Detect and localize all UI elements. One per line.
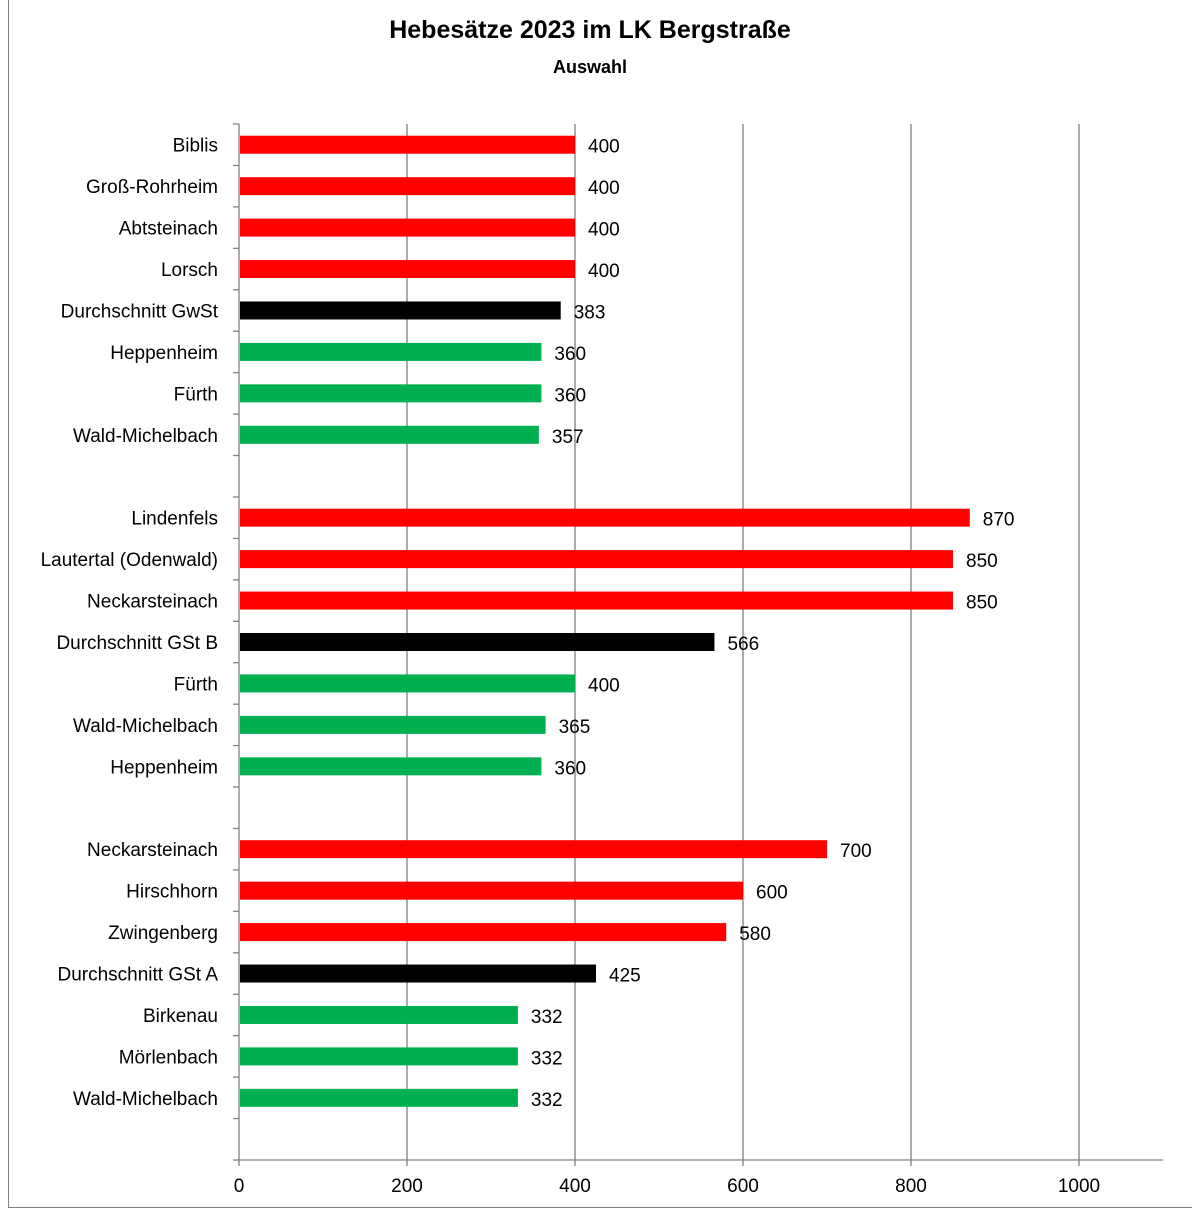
chart-title: Hebesätze 2023 im LK Bergstraße [389,16,791,44]
bar [240,508,970,527]
x-tick-label: 400 [559,1176,591,1197]
category-label: Abtsteinach [119,219,218,240]
category-label: Wald-Michelbach [73,716,218,737]
bar [240,550,953,569]
data-label: 425 [609,966,641,987]
data-label: 700 [840,841,872,862]
x-tick-label: 200 [391,1176,423,1197]
x-tick-label: 600 [727,1176,759,1197]
data-label: 360 [554,385,586,406]
bar [240,674,575,693]
data-label: 383 [574,302,606,323]
bar [240,384,542,403]
bar [240,840,827,859]
data-label: 332 [531,1048,563,1069]
data-label: 580 [739,924,771,945]
bar [240,757,542,776]
bar [240,1088,518,1107]
category-label: Birkenau [143,1006,218,1027]
bar [240,715,546,734]
x-tick-label: 800 [895,1176,927,1197]
bar [240,881,743,900]
bar [240,425,539,444]
bar [240,301,561,320]
bar [240,218,575,237]
category-label: Durchschnitt GwSt [61,301,219,322]
category-label: Groß-Rohrheim [86,177,218,198]
chart-frame [8,0,1192,1208]
category-label: Neckarsteinach [87,840,218,861]
bar [240,591,953,610]
category-label: Lautertal (Odenwald) [41,550,218,571]
bar [240,923,727,942]
category-label: Durchschnitt GSt B [56,633,218,654]
chart-subtitle: Auswahl [552,57,627,77]
data-label: 332 [531,1090,563,1111]
x-tick-label: 0 [234,1176,245,1197]
category-label: Heppenheim [110,343,218,364]
bar [240,1005,518,1024]
category-label: Heppenheim [110,757,218,778]
category-label: Biblis [173,136,218,157]
data-label: 360 [554,758,586,779]
category-label: Neckarsteinach [87,592,218,613]
data-label: 400 [588,220,620,241]
data-label: 357 [552,427,584,448]
category-label: Fürth [174,674,218,695]
data-label: 400 [588,675,620,696]
bar [240,135,575,154]
category-label: Hirschhorn [126,882,218,903]
bar [240,1047,518,1066]
data-label: 870 [983,510,1015,531]
bar [240,342,542,361]
category-label: Wald-Michelbach [73,426,218,447]
category-label: Wald-Michelbach [73,1089,218,1110]
category-label: Zwingenberg [108,923,218,944]
data-label: 365 [559,717,591,738]
category-label: Mörlenbach [119,1047,218,1068]
data-label: 600 [756,883,788,904]
data-label: 400 [588,178,620,199]
bar [240,260,575,279]
category-label: Fürth [174,384,218,405]
data-label: 360 [554,344,586,365]
data-label: 850 [966,551,998,572]
bar [240,964,596,983]
bar [240,633,715,651]
data-label: 400 [588,261,620,282]
data-label: 850 [966,593,998,614]
data-label: 332 [531,1007,563,1028]
category-label: Lorsch [161,260,218,281]
data-label: 400 [588,137,620,158]
x-tick-label: 1000 [1058,1176,1100,1197]
category-label: Durchschnitt GSt A [57,965,218,986]
bar [240,177,575,196]
category-label: Lindenfels [131,509,218,530]
data-label: 566 [727,634,759,655]
